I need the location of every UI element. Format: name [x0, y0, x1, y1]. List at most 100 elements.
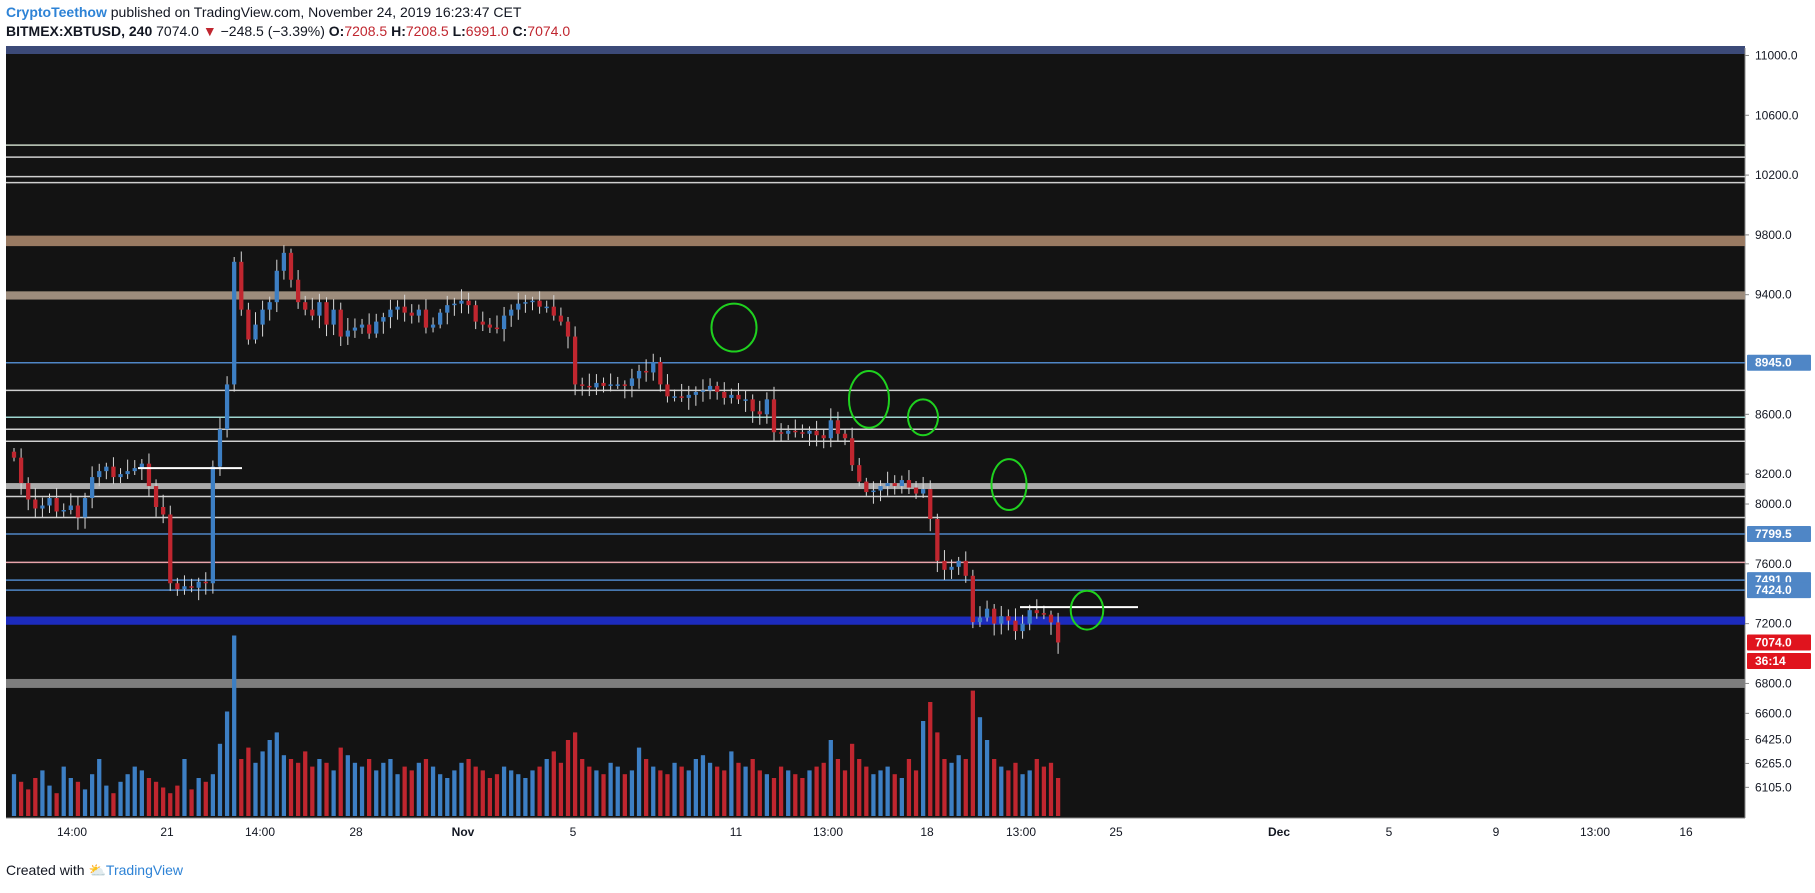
annotation-circle-1 [847, 369, 891, 429]
low-value: 6991.0 [465, 23, 509, 39]
volume-bar-45 [331, 770, 336, 816]
x-tick-label-3: 28 [349, 825, 363, 839]
volume-bar-99 [715, 766, 720, 816]
y-tick-label-7: 8000.0 [1755, 497, 1792, 511]
price-axis-background[interactable] [1745, 48, 1815, 818]
candle-body-22 [168, 514, 173, 584]
tradingview-logo-icon[interactable]: ⛅ [88, 862, 106, 878]
y-tick-label-12: 6425.0 [1755, 733, 1792, 747]
high-value: 7208.5 [405, 23, 449, 39]
candle-body-2 [26, 483, 31, 500]
volume-bar-143 [1027, 770, 1032, 816]
candle-body-98 [707, 385, 713, 391]
volume-bar-140 [1006, 770, 1011, 816]
volume-bar-101 [729, 751, 734, 816]
volume-bar-54 [395, 774, 400, 816]
candle-body-44 [324, 302, 329, 325]
candle-body-11 [89, 477, 95, 499]
candle-body-145 [1041, 613, 1047, 615]
time-axis-background[interactable] [6, 818, 1745, 846]
candle-body-74 [537, 300, 542, 307]
candle-body-42 [310, 309, 315, 316]
candle-body-17 [132, 468, 137, 472]
candle-body-91 [658, 361, 663, 385]
price-label-5: 36:14 [1755, 654, 1786, 668]
volume-bar-67 [487, 778, 493, 816]
volume-bar-131 [942, 759, 947, 816]
candle-body-58 [423, 309, 429, 328]
candle-body-131 [942, 560, 947, 570]
candle-body-21 [161, 507, 166, 515]
candle-body-128 [921, 489, 926, 494]
candle-body-33 [246, 309, 251, 340]
volume-bar-68 [494, 774, 500, 816]
candle-body-112 [807, 430, 812, 434]
volume-bar-122 [878, 770, 883, 816]
volume-bar-98 [707, 762, 713, 816]
price-label-0: 8945.0 [1755, 356, 1792, 370]
volume-bar-91 [658, 770, 663, 816]
candle-body-140 [1006, 616, 1011, 621]
volume-bar-7 [61, 766, 66, 816]
y-tick-label-5: 8600.0 [1755, 407, 1792, 421]
x-tick-label-15: 16 [1679, 825, 1693, 839]
volume-bar-105 [757, 770, 762, 816]
volume-bar-43 [317, 759, 322, 816]
candle-body-54 [395, 306, 400, 310]
candle-body-142 [1020, 623, 1025, 632]
y-tick-label-3: 9800.0 [1755, 228, 1792, 242]
volume-bar-16 [125, 774, 130, 816]
y-tick-label-4: 9400.0 [1755, 288, 1792, 302]
volume-bar-106 [764, 774, 770, 816]
volume-bar-65 [473, 766, 478, 816]
candle-body-87 [629, 378, 635, 386]
candle-body-26 [196, 581, 201, 588]
volume-bar-3 [33, 778, 38, 816]
volume-bar-115 [828, 740, 833, 816]
annotation-circle-2 [906, 398, 940, 437]
volume-bar-42 [310, 766, 315, 816]
candle-body-106 [764, 399, 770, 415]
volume-bar-24 [182, 759, 187, 816]
volume-bar-129 [928, 702, 933, 816]
x-tick-label-2: 14:00 [245, 825, 275, 839]
x-tick-label-10: 25 [1109, 825, 1123, 839]
candle-body-135 [970, 575, 975, 623]
volume-bar-82 [594, 770, 599, 816]
volume-bar-62 [452, 770, 457, 816]
candle-body-116 [835, 420, 841, 434]
candle-body-59 [430, 324, 436, 328]
candle-body-65 [473, 305, 478, 322]
volume-bar-116 [835, 759, 841, 816]
volume-bar-133 [956, 755, 961, 816]
volume-bar-97 [700, 755, 706, 816]
volume-bar-58 [423, 759, 429, 816]
candle-body-10 [82, 498, 88, 518]
volume-bar-76 [551, 751, 556, 816]
candle-body-51 [374, 321, 379, 334]
candle-body-45 [331, 309, 336, 325]
plot-background [6, 48, 1745, 818]
candle-body-125 [899, 480, 904, 487]
candle-body-55 [402, 306, 407, 313]
candle-body-66 [480, 321, 485, 325]
volume-bar-125 [899, 778, 904, 816]
candle-body-16 [125, 471, 130, 475]
volume-bar-5 [47, 785, 52, 816]
down-arrow-icon: ▼ [202, 23, 217, 39]
candle-body-13 [104, 466, 109, 472]
candle-body-133 [956, 560, 961, 567]
annotation-circle-0 [710, 302, 758, 353]
candle-body-20 [153, 486, 159, 508]
open-label: O: [328, 23, 345, 39]
candle-body-137 [984, 608, 990, 618]
tradingview-brand[interactable]: TradingView [105, 862, 183, 878]
candle-body-126 [906, 480, 912, 488]
candle-body-28 [210, 466, 216, 584]
candle-body-71 [516, 303, 521, 310]
volume-bar-96 [693, 759, 698, 816]
author-name[interactable]: CryptoTeethow [6, 4, 107, 20]
volume-bar-94 [679, 766, 684, 816]
volume-bar-146 [1048, 762, 1054, 816]
